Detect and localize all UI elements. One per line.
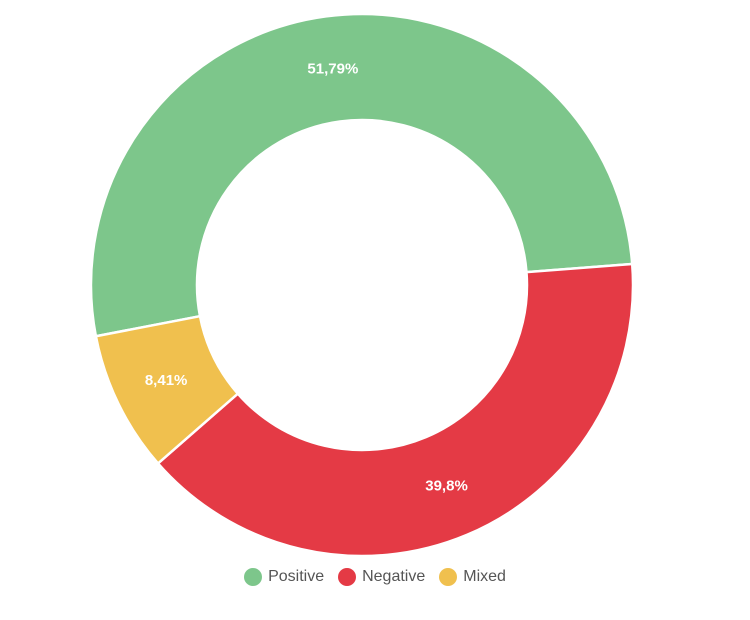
legend-swatch-positive	[244, 568, 263, 586]
donut-slices	[89, 12, 635, 558]
chart-legend: Positive Negative Mixed	[0, 568, 750, 586]
legend-label-positive: Positive	[268, 568, 325, 585]
donut-chart: 51,79% 39,8% 8,41%	[89, 12, 635, 558]
slice-positive[interactable]	[89, 12, 634, 338]
legend-swatch-negative	[338, 568, 357, 586]
donut-data-labels: 51,79% 39,8% 8,41%	[145, 60, 468, 494]
legend-label-mixed: Mixed	[463, 568, 506, 585]
legend-item-positive[interactable]: Positive	[244, 568, 324, 586]
data-label-negative: 39,8%	[425, 477, 468, 494]
data-label-mixed: 8,41%	[145, 372, 188, 389]
legend-swatch-mixed	[439, 568, 458, 586]
legend-label-negative: Negative	[362, 568, 426, 585]
data-label-positive: 51,79%	[307, 60, 358, 77]
slice-mixed[interactable]	[94, 314, 240, 466]
legend-item-mixed[interactable]: Mixed	[439, 568, 506, 586]
slice-negative[interactable]	[156, 262, 635, 558]
legend-item-negative[interactable]: Negative	[338, 568, 425, 586]
